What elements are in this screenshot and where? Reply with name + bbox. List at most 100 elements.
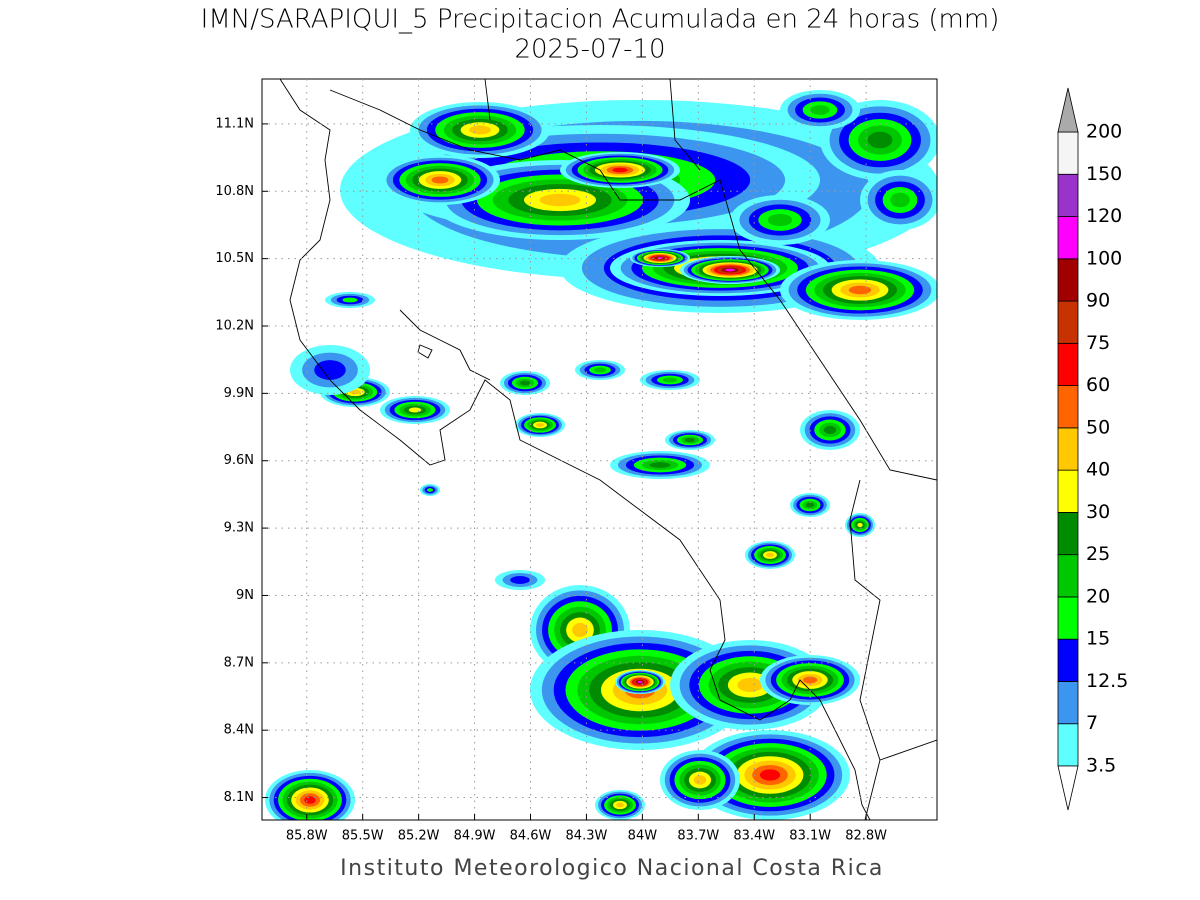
x-tick-label: 83.4W (733, 829, 775, 844)
y-tick-label: 10.8N (215, 184, 254, 199)
colorbar-label: 150 (1086, 163, 1122, 185)
colorbar-box (1057, 173, 1079, 217)
precip-contour (342, 297, 358, 303)
precip-contour (767, 213, 793, 227)
colorbar-box (1057, 427, 1079, 471)
x-tick-label: 85.5W (342, 829, 384, 844)
colorbar-label: 60 (1086, 374, 1110, 396)
precip-contour (803, 676, 817, 684)
x-tick-label: 83.7W (677, 829, 719, 844)
y-tick-label: 9N (236, 588, 254, 603)
colorbar-label: 15 (1086, 628, 1110, 650)
map-subtitle: 2025-07-10 (514, 35, 665, 65)
footer: Instituto Meteorologico Nacional Costa R… (340, 856, 884, 881)
precip-contour (510, 576, 530, 584)
colorbar-label: 12.5 (1086, 670, 1128, 692)
colorbar-label: 200 (1086, 121, 1122, 143)
colorbar-box (1057, 385, 1079, 429)
border (329, 89, 937, 481)
colorbar-label: 100 (1086, 247, 1122, 269)
plot-frame (261, 78, 938, 821)
precip-contour (805, 502, 815, 508)
colorbar-box (1057, 512, 1079, 556)
colorbar-box (1057, 216, 1079, 260)
precip-contour (469, 125, 491, 135)
precip-contour (848, 285, 872, 295)
colorbar-box (1057, 258, 1079, 302)
coastlines (279, 79, 937, 820)
precip-contour (693, 775, 707, 785)
precip-contour (593, 367, 607, 373)
map-title: IMN/SARAPIQUI_5 Precipitacion Acumulada … (201, 5, 1000, 35)
y-tick-label: 8.7N (224, 655, 254, 670)
y-tick-label: 11.1N (215, 116, 254, 131)
colorbar-box (1057, 300, 1079, 344)
precip-contour (572, 622, 588, 638)
precip-contour (766, 552, 774, 558)
y-tick-label: 10.5N (215, 251, 254, 266)
x-tick-label: 82.8W (845, 829, 887, 844)
precip-contour (519, 380, 531, 386)
precip-contour (349, 389, 361, 395)
precip-contour (890, 192, 910, 208)
x-tick-label: 84W (628, 829, 658, 844)
x-tick-label: 84.9W (454, 829, 496, 844)
precip-contour (867, 131, 893, 149)
y-tick-label: 8.1N (224, 790, 254, 805)
colorbar-label: 20 (1086, 585, 1110, 607)
colorbar-label: 3.5 (1086, 755, 1116, 777)
colorbar-box (1057, 681, 1079, 725)
x-tick-label: 85.2W (398, 829, 440, 844)
precip-contour (612, 167, 628, 173)
border (417, 344, 433, 359)
colorbar-label: 50 (1086, 416, 1110, 438)
precip-contour (539, 193, 581, 207)
x-tick-label: 83.1W (789, 829, 831, 844)
precip-contour (637, 680, 643, 684)
coastline (399, 309, 491, 381)
precip-contour (536, 423, 544, 427)
colorbar-box (1057, 638, 1079, 682)
colorbar-label: 30 (1086, 501, 1110, 523)
colorbar-label: 25 (1086, 543, 1110, 565)
precip-contour (857, 522, 863, 528)
colorbar-box (1057, 723, 1079, 767)
border (484, 79, 937, 820)
precip-contour (684, 437, 696, 443)
precip-contour (662, 377, 678, 383)
y-tick-label: 8.4N (224, 723, 254, 738)
precip-contour (725, 268, 735, 272)
x-tick-label: 84.3W (566, 829, 608, 844)
colorbar-box (1057, 131, 1079, 175)
precip-contour (823, 425, 837, 435)
colorbar-label: 7 (1086, 712, 1098, 734)
precip-contour (759, 769, 781, 781)
colorbar-label: 120 (1086, 205, 1122, 227)
precip-contour (810, 105, 830, 115)
colorbar-label: 90 (1086, 290, 1110, 312)
colorbar-label: 40 (1086, 459, 1110, 481)
colorbar-over (1057, 87, 1079, 133)
y-tick-label: 9.3N (224, 521, 254, 536)
colorbar-label: 75 (1086, 332, 1110, 354)
precip-contour (408, 407, 422, 413)
precip-contour (431, 176, 449, 184)
precip-contour (304, 796, 316, 804)
y-tick-label: 9.6N (224, 453, 254, 468)
precip-contour (649, 462, 671, 468)
y-tick-label: 9.9N (224, 386, 254, 401)
x-tick-label: 85.8W (286, 829, 328, 844)
colorbar-box (1057, 342, 1079, 387)
precip-contour (314, 360, 346, 380)
y-tick-label: 10.2N (215, 319, 254, 334)
colorbar-under (1057, 765, 1079, 811)
x-tick-label: 84.6W (510, 829, 552, 844)
colorbar-box (1057, 554, 1079, 598)
coastline (279, 79, 871, 820)
precip-contour (737, 677, 763, 693)
precip-contour (616, 802, 624, 808)
colorbar-box (1057, 596, 1079, 640)
precip-contour (426, 488, 434, 492)
colorbar-box (1057, 469, 1079, 513)
